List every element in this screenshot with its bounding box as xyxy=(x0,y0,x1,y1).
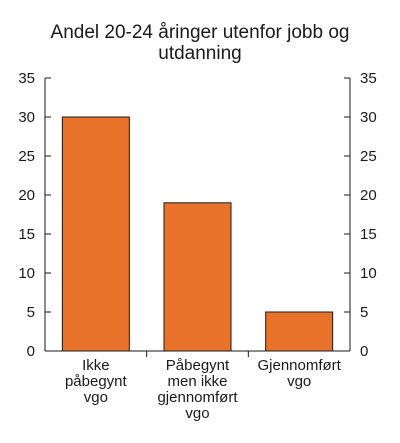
y-tick-label-right: 35 xyxy=(360,70,377,87)
category-label: Gjennomført vgo xyxy=(257,357,341,390)
bar xyxy=(163,202,232,352)
y-tick-label-right: 25 xyxy=(360,148,377,165)
y-tick-label-right: 5 xyxy=(360,304,368,321)
category-label-line: påbegynt xyxy=(65,373,128,390)
y-tick-label-left: 0 xyxy=(27,343,35,360)
y-tick-label-left: 30 xyxy=(18,109,35,126)
y-tick-label-right: 0 xyxy=(360,343,368,360)
chart-title-line-1: Andel 20-24 åringer utenfor jobb og xyxy=(50,22,350,43)
category-label-line: vgo xyxy=(287,373,311,390)
y-tick-label-right: 10 xyxy=(360,265,377,282)
y-tick-label-left: 5 xyxy=(27,304,35,321)
bar xyxy=(265,311,334,352)
category-label-line: Ikke xyxy=(82,357,110,374)
y-tick-label-right: 20 xyxy=(360,187,377,204)
y-tick-label-right: 30 xyxy=(360,109,377,126)
category-label-line: Påbegynt xyxy=(166,357,230,374)
chart-title-line-2: utdanning xyxy=(158,43,242,64)
y-tick-label-left: 20 xyxy=(18,187,35,204)
category-label-line: gjennomført xyxy=(157,389,238,406)
category-label-line: vgo xyxy=(185,405,209,422)
chart-title: Andel 20-24 åringer utenfor jobb og utda… xyxy=(0,22,400,64)
category-label-line: men ikke xyxy=(167,373,227,390)
category-label: Ikke påbegynt vgo xyxy=(65,357,128,406)
category-label-line: vgo xyxy=(84,389,108,406)
y-tick-label-left: 25 xyxy=(18,148,35,165)
category-label-line: Gjennomført xyxy=(257,357,341,374)
y-tick-label-right: 15 xyxy=(360,226,377,243)
bar xyxy=(61,116,130,352)
y-tick-label-left: 35 xyxy=(18,70,35,87)
y-tick-label-left: 15 xyxy=(18,226,35,243)
y-tick-label-left: 10 xyxy=(18,265,35,282)
category-label: Påbegynt men ikke gjennomført vgo xyxy=(157,357,238,422)
